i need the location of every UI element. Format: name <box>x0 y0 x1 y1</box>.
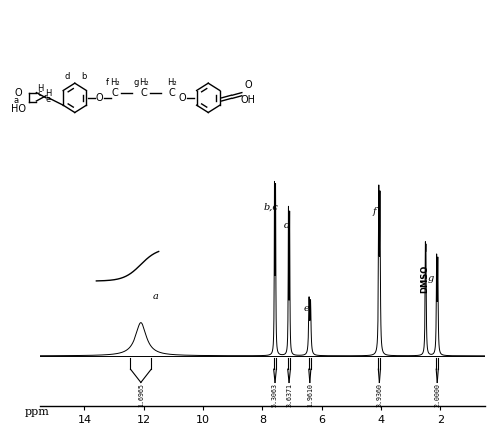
Text: g: g <box>428 274 434 283</box>
Text: C: C <box>140 88 147 97</box>
Text: H: H <box>45 89 52 98</box>
Text: d: d <box>65 72 70 81</box>
Text: f: f <box>106 78 109 86</box>
Text: e: e <box>46 95 51 104</box>
Text: 3.9360: 3.9360 <box>376 383 382 407</box>
Text: C: C <box>112 88 118 97</box>
Text: HO: HO <box>11 105 26 114</box>
Text: d: d <box>284 220 290 230</box>
Text: DMSO: DMSO <box>420 265 429 293</box>
Text: 1.6965: 1.6965 <box>138 383 144 407</box>
Text: a: a <box>153 292 158 301</box>
Text: ppm: ppm <box>25 407 50 417</box>
Text: H₂: H₂ <box>110 78 120 86</box>
Text: b: b <box>82 72 87 81</box>
Text: H₂: H₂ <box>168 78 177 86</box>
Text: c: c <box>38 89 42 98</box>
Text: a: a <box>14 97 19 105</box>
Text: O: O <box>15 88 22 97</box>
Text: H₂: H₂ <box>138 78 148 86</box>
Text: e: e <box>304 304 310 313</box>
Text: 1.9610: 1.9610 <box>307 383 313 407</box>
Text: O: O <box>244 80 252 90</box>
Text: O: O <box>96 93 103 103</box>
Text: 3.6371: 3.6371 <box>286 383 292 407</box>
Text: g: g <box>134 78 139 86</box>
Text: f: f <box>373 207 376 216</box>
Text: 2.0000: 2.0000 <box>434 383 440 407</box>
Text: 5.3063: 5.3063 <box>272 383 278 407</box>
Text: C: C <box>169 88 175 97</box>
Text: OH: OH <box>240 95 256 105</box>
Text: H: H <box>37 84 44 93</box>
Text: b,c: b,c <box>264 202 278 211</box>
Text: O: O <box>178 93 186 103</box>
